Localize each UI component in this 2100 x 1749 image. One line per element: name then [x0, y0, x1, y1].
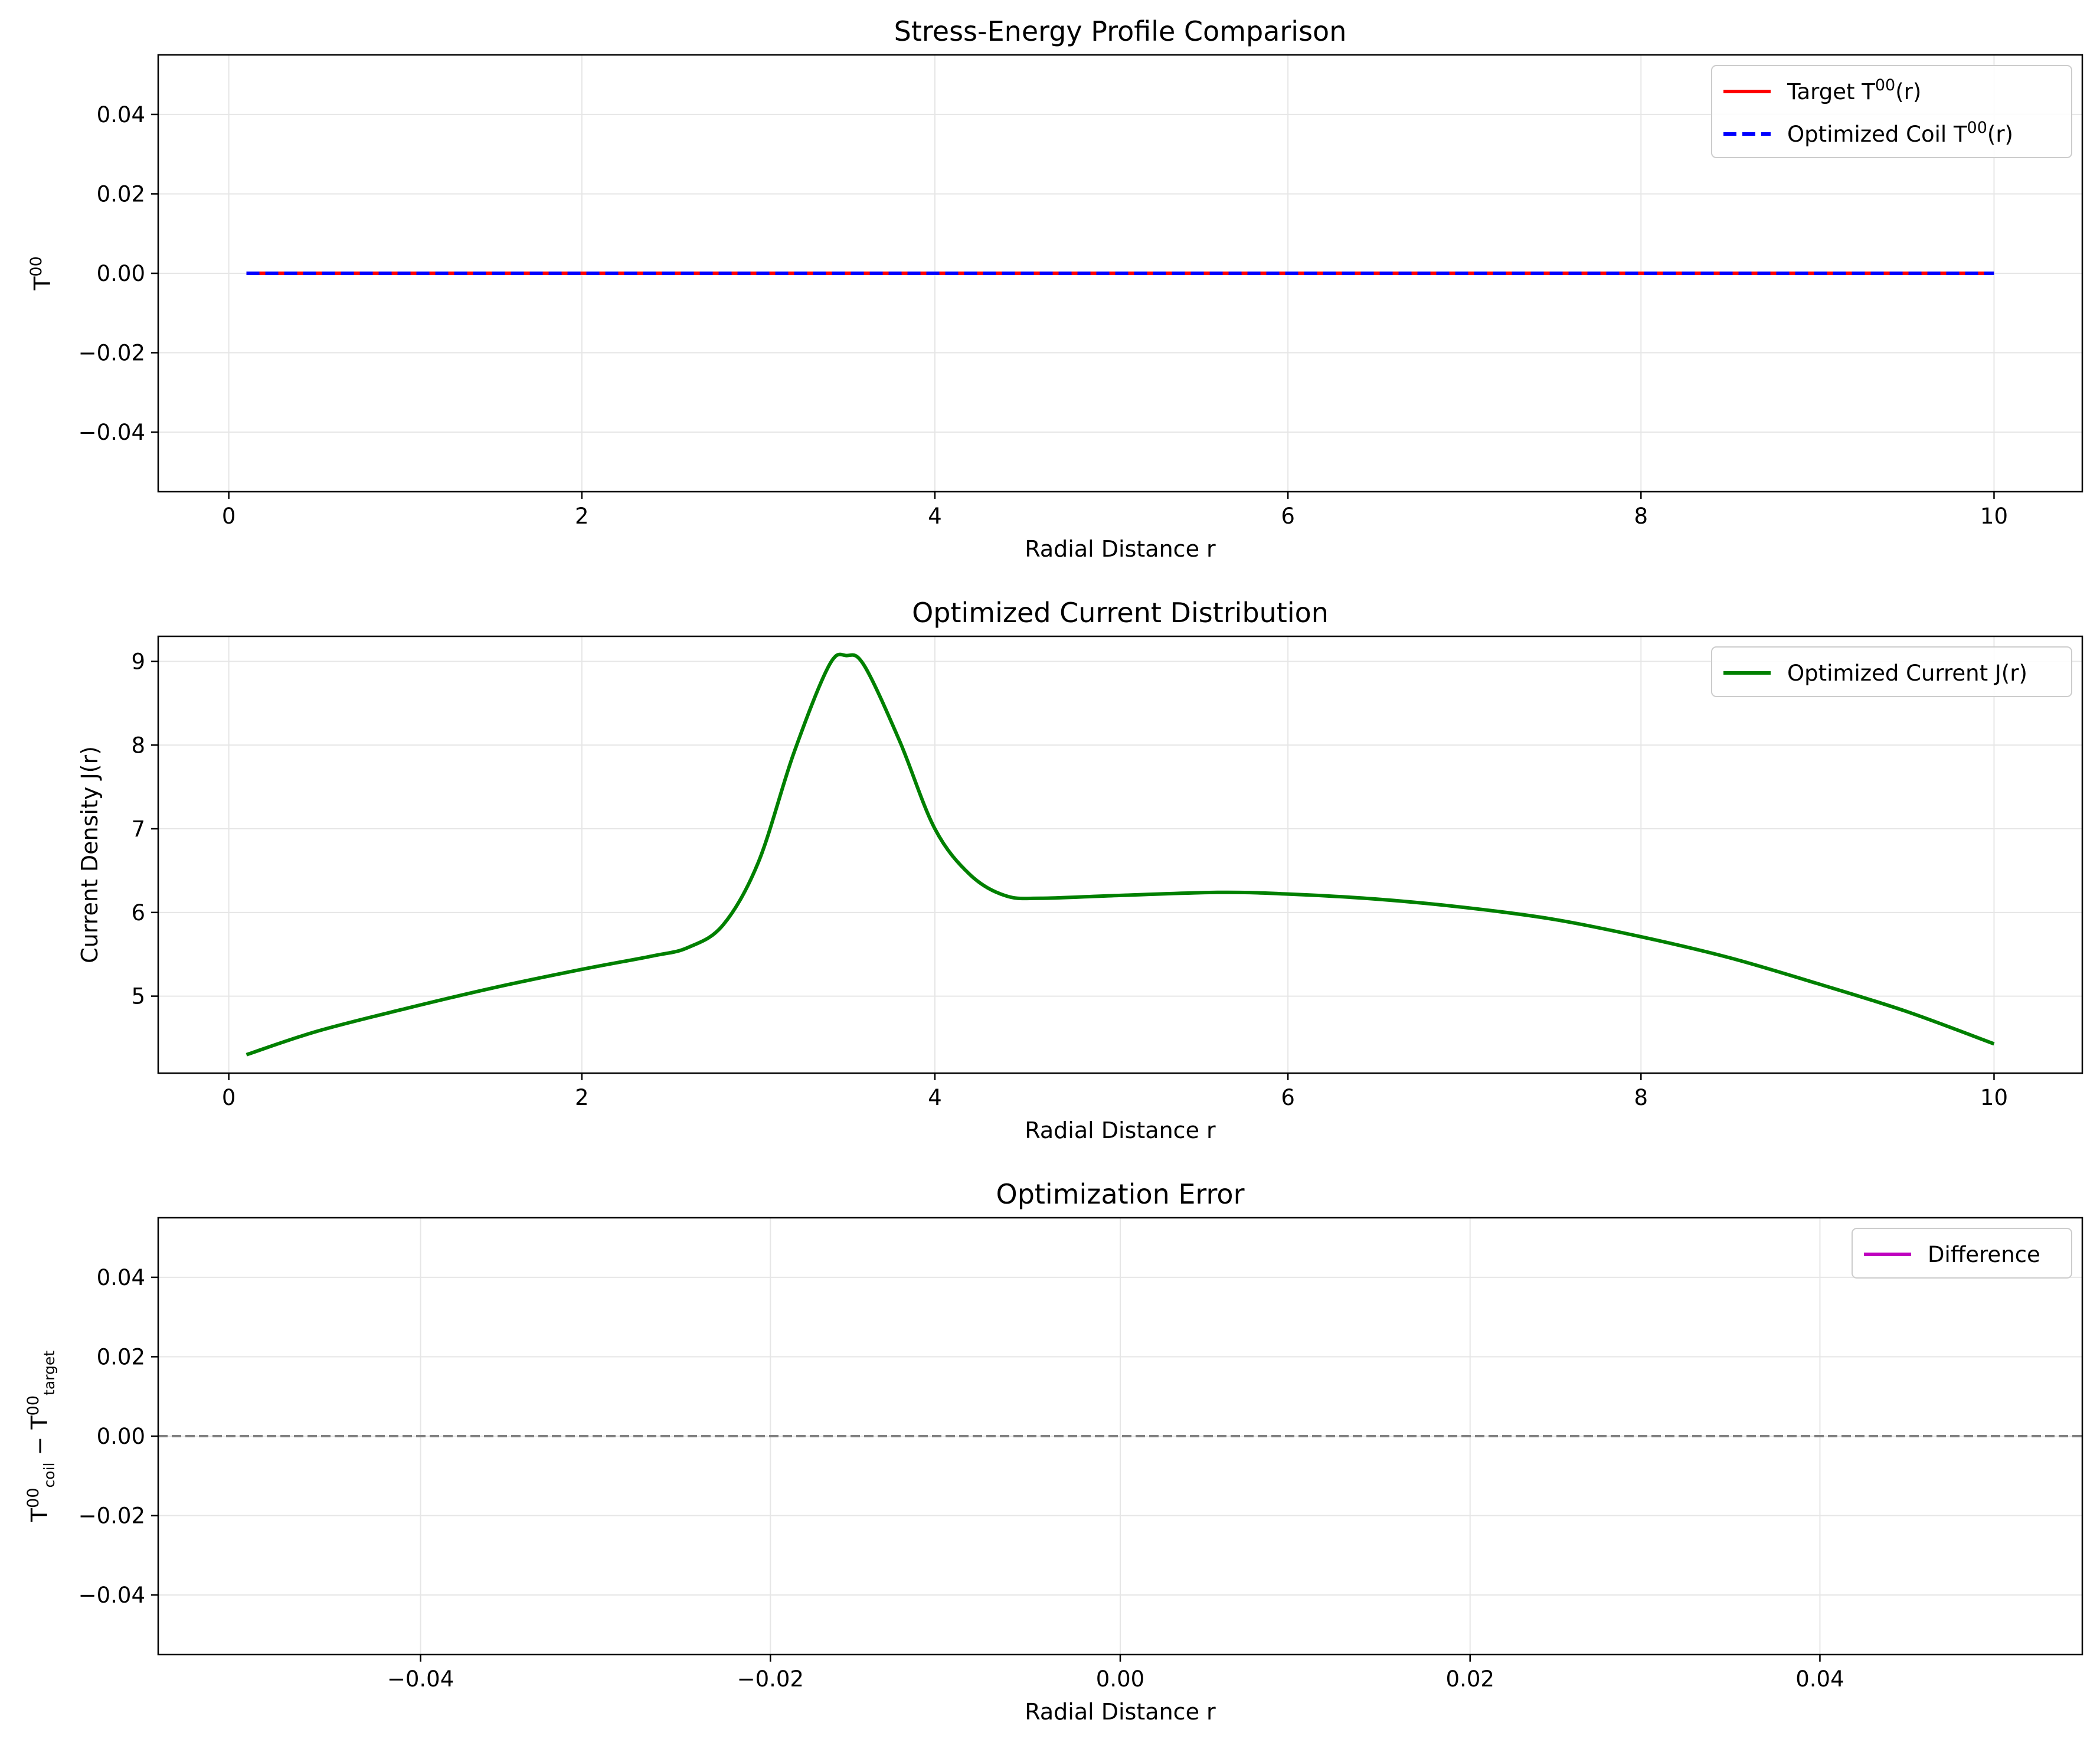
chart-panel-3: −0.04 −0.02 0.00 0.02 0.04 −0.04 −0.02 0.00 0.02…: [24, 1178, 2083, 1725]
y-tick-label: 6: [131, 900, 145, 926]
y-tick-label: 0.02: [97, 1344, 145, 1369]
x-tick-label: 0.02: [1446, 1666, 1494, 1692]
y-tick-label: −0.02: [78, 1503, 145, 1529]
x-tick-label: 2: [575, 504, 589, 529]
x-tick-label: 8: [1634, 504, 1648, 529]
chart-panel-2: 0 2 4 6 8 10 5 6 7 8 9 Optimized Current Distributi…: [77, 597, 2083, 1143]
legend: Target T00(r) Optimized Coil T00(r): [1711, 65, 2072, 158]
x-tick-label: −0.02: [737, 1666, 804, 1692]
series-line-1: [246, 652, 1995, 1057]
x-tick-label: 8: [1634, 1085, 1648, 1110]
x-tick-label: 0.00: [1096, 1666, 1144, 1692]
legend-box: [1711, 646, 2072, 697]
chart-panel-1: 0 2 4 6 8 10 −0.04 −0.02 0.00 0.02 0.04 Stress-Ener…: [27, 15, 2083, 562]
legend-box: [1852, 1228, 2072, 1279]
y-tick-label: −0.04: [78, 420, 145, 445]
x-tick-label: −0.04: [387, 1666, 454, 1692]
y-tick-label: 9: [131, 649, 145, 675]
y-tick-label: 0.04: [97, 1265, 145, 1290]
y-tick-label: 0.00: [97, 1424, 145, 1449]
chart-title: Optimization Error: [996, 1178, 1244, 1210]
chart-title: Stress-Energy Profile Comparison: [894, 15, 1347, 47]
x-tick-label: 0: [222, 504, 236, 529]
x-axis-label: Radial Distance r: [1025, 1117, 1216, 1143]
y-tick-label: 5: [131, 984, 145, 1009]
x-tick-label: 4: [928, 1085, 942, 1110]
x-tick-label: 6: [1281, 504, 1295, 529]
y-axis-label: T00coil − T00target: [24, 1351, 58, 1522]
x-axis-label: Radial Distance r: [1025, 536, 1216, 562]
y-tick-label: 0.04: [97, 102, 145, 128]
legend-label-1: Difference: [1928, 1242, 2040, 1267]
legend: Optimized Current J(r): [1711, 646, 2072, 697]
legend-label-2: Optimized Coil T00(r): [1787, 119, 2013, 147]
legend-label-1: Optimized Current J(r): [1787, 661, 2027, 686]
y-tick-label: 0.00: [97, 261, 145, 286]
x-tick-label: 0.04: [1795, 1666, 1844, 1692]
x-tick-label: 0: [222, 1085, 236, 1110]
y-tick-label: −0.04: [78, 1583, 145, 1608]
y-tick-label: −0.02: [78, 341, 145, 366]
legend: Difference: [1852, 1228, 2072, 1279]
chart-title: Optimized Current Distribution: [912, 597, 1329, 629]
y-axis-label: Current Density J(r): [77, 746, 103, 963]
x-axis-label: Radial Distance r: [1025, 1699, 1216, 1725]
y-tick-label: 7: [131, 816, 145, 842]
x-tick-label: 4: [928, 504, 942, 529]
plot-frame: [157, 635, 2083, 1074]
x-tick-label: 10: [1980, 504, 2008, 529]
y-axis-label: T00: [27, 256, 55, 291]
legend-label-1: Target T00(r): [1787, 76, 1921, 104]
legend-box: [1711, 65, 2072, 158]
x-tick-label: 6: [1281, 1085, 1295, 1110]
y-tick-label: 0.02: [97, 181, 145, 207]
y-tick-label: 8: [131, 733, 145, 758]
x-tick-label: 2: [575, 1085, 589, 1110]
x-tick-label: 10: [1980, 1085, 2008, 1110]
